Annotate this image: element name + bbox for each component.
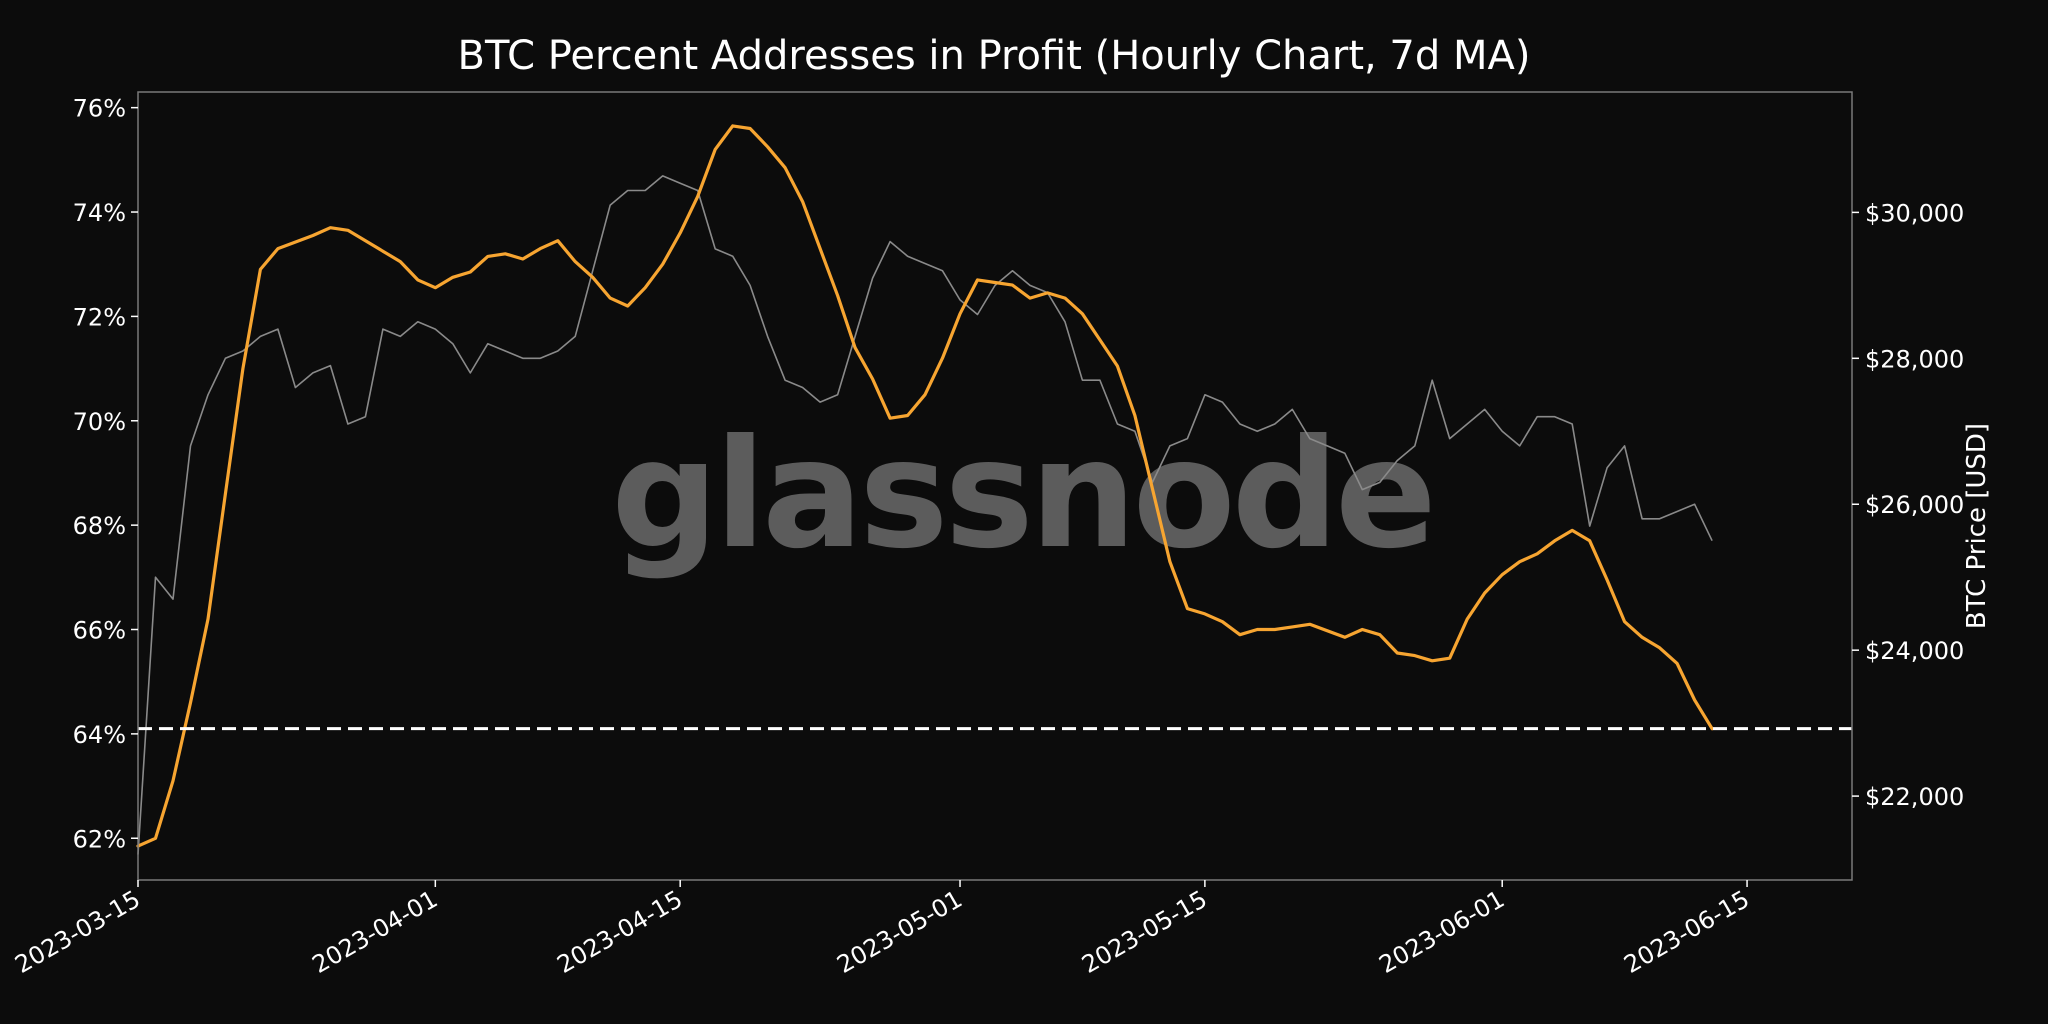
plot-frame [137,91,1853,881]
left-tick-label: 76% [73,95,126,123]
price-series-layer [137,175,1713,855]
right-axis-title: BTC Price [USD] [1962,423,1992,629]
left-tick-label: 62% [73,825,126,853]
right-tick-label: $28,000 [1865,345,1964,373]
left-tick-label: 72% [73,303,126,331]
left-tick-label: 70% [73,408,126,436]
right-tick-label: $26,000 [1865,491,1964,519]
right-tick-label: $22,000 [1865,783,1964,811]
percent-addresses-in-profit-line [136,124,1714,848]
right-tick-label: $30,000 [1865,199,1964,227]
percent-series-layer [136,124,1714,848]
left-tick-label: 64% [73,721,126,749]
right-tick-label: $24,000 [1865,637,1964,665]
chart-title: BTC Percent Addresses in Profit (Hourly … [458,33,1531,79]
left-tick-label: 68% [73,512,126,540]
left-tick-label: 74% [73,199,126,227]
glassnode-watermark: glassnode [611,408,1433,582]
left-axis-ticks: 62% 64% 66% 68% 70% 72% 74% 76% [73,95,138,853]
left-tick-label: 66% [73,617,126,645]
right-axis-ticks: $22,000 $24,000 $26,000 $28,000 $30,000 [1852,199,1964,811]
btc-price-line [137,175,1713,855]
